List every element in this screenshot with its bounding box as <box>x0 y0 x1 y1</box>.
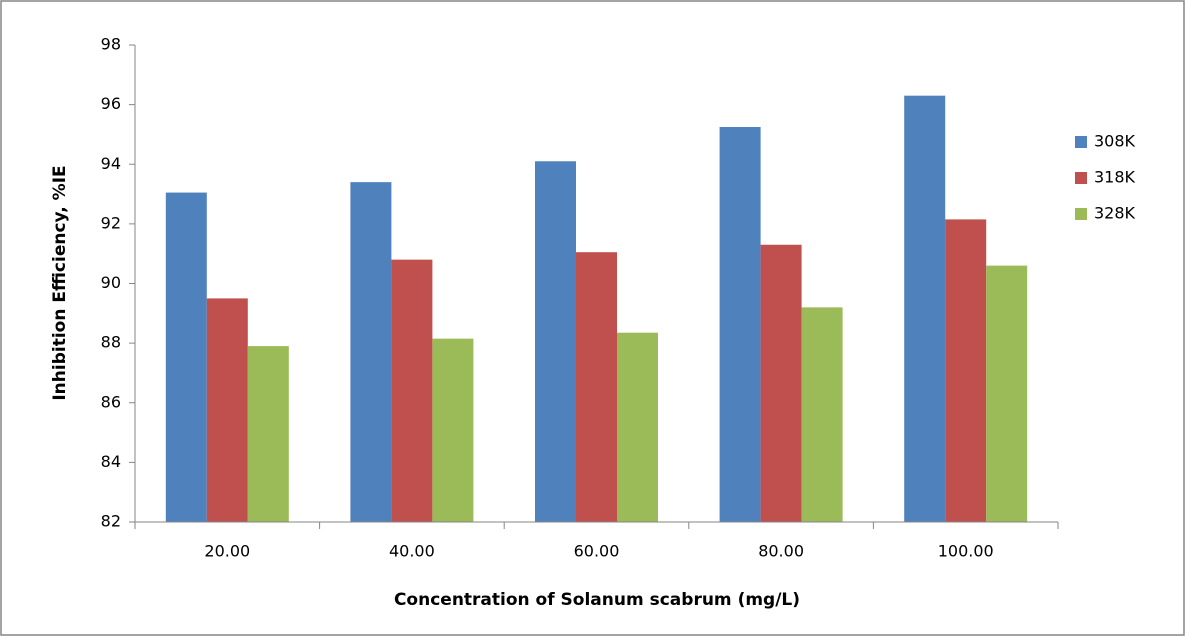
legend-label: 328K <box>1094 204 1136 223</box>
x-tick-label: 80.00 <box>758 542 804 561</box>
bar <box>617 332 658 522</box>
y-tick-label: 90 <box>101 273 121 292</box>
bar <box>165 192 207 522</box>
bar <box>432 338 474 522</box>
legend-label: 308K <box>1094 132 1136 151</box>
y-tick-label: 82 <box>101 512 121 531</box>
x-tick-label: 60.00 <box>574 542 620 561</box>
y-tick-label: 96 <box>101 94 121 113</box>
bar <box>945 219 987 522</box>
x-tick-label: 100.00 <box>938 542 994 561</box>
bar <box>350 182 392 522</box>
bar <box>206 298 248 522</box>
legend-swatch <box>1075 172 1087 184</box>
bar <box>247 346 289 522</box>
y-tick-label: 88 <box>101 333 121 352</box>
bar <box>535 161 576 523</box>
bar <box>904 95 946 523</box>
x-axis-title: Concentration of Solanum scabrum (mg/L) <box>394 590 800 610</box>
bar <box>801 307 843 522</box>
y-axis-title: Inhibition Efficiency, %IE <box>50 165 70 400</box>
y-tick-label: 98 <box>101 35 121 54</box>
legend-swatch <box>1075 136 1087 148</box>
y-tick-label: 86 <box>101 392 121 411</box>
y-tick-label: 92 <box>101 213 121 232</box>
legend-label: 318K <box>1094 168 1136 187</box>
bar <box>986 265 1028 522</box>
x-tick-label: 40.00 <box>389 542 435 561</box>
x-tick-label: 20.00 <box>204 542 250 561</box>
y-tick-label: 94 <box>101 154 121 173</box>
bar <box>576 252 617 522</box>
bar <box>760 244 802 522</box>
bar <box>391 259 433 522</box>
y-tick-label: 84 <box>101 452 121 471</box>
legend-swatch <box>1075 208 1087 220</box>
bar <box>719 126 761 522</box>
